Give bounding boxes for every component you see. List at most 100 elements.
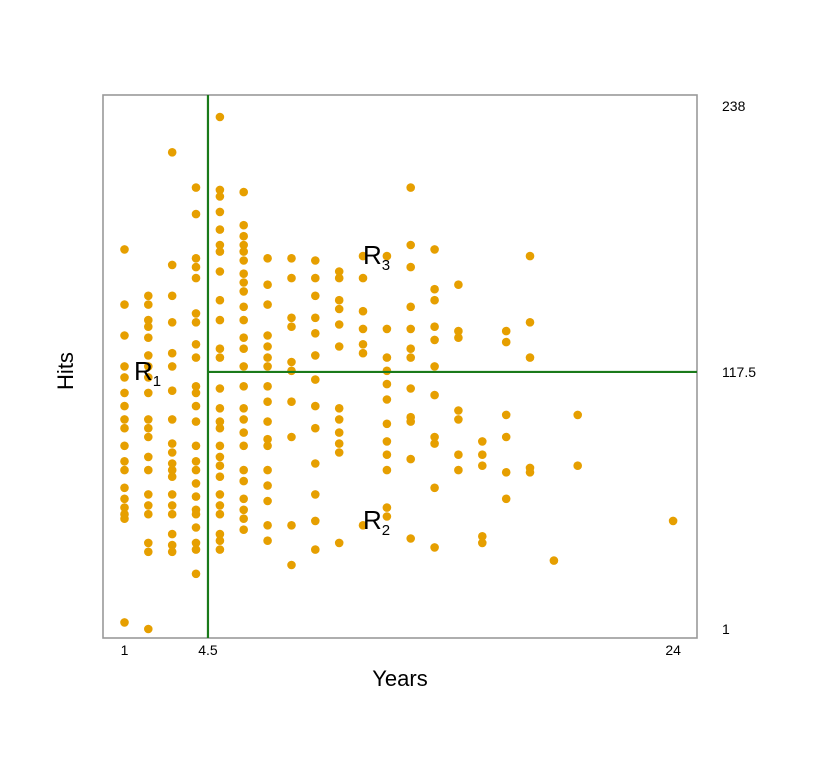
data-point bbox=[239, 333, 248, 343]
data-point bbox=[311, 273, 320, 283]
data-point bbox=[525, 318, 535, 327]
data-point bbox=[239, 256, 248, 265]
data-point bbox=[263, 253, 272, 263]
data-point bbox=[239, 362, 248, 371]
data-point bbox=[215, 207, 225, 217]
data-point bbox=[215, 452, 225, 462]
data-point bbox=[120, 483, 129, 493]
data-point bbox=[478, 450, 487, 460]
data-point bbox=[311, 351, 320, 360]
data-point bbox=[239, 240, 248, 250]
x-axis-title: Years bbox=[372, 666, 427, 691]
data-point bbox=[144, 291, 153, 301]
data-point bbox=[215, 536, 225, 545]
data-point bbox=[215, 545, 225, 554]
data-point bbox=[501, 468, 511, 477]
data-point bbox=[144, 465, 153, 475]
data-point bbox=[144, 423, 153, 433]
data-point bbox=[215, 267, 225, 276]
data-point bbox=[382, 366, 392, 376]
data-point bbox=[263, 536, 272, 545]
data-point bbox=[430, 543, 439, 552]
data-point bbox=[501, 432, 511, 442]
data-point bbox=[144, 300, 153, 309]
data-point bbox=[311, 291, 320, 301]
data-point bbox=[120, 441, 129, 451]
data-point bbox=[167, 439, 177, 448]
y-axis-title: Hits bbox=[53, 352, 78, 390]
data-point bbox=[263, 441, 272, 451]
data-point bbox=[215, 461, 225, 471]
data-point bbox=[191, 492, 201, 501]
data-point bbox=[167, 348, 177, 358]
data-point bbox=[191, 479, 201, 488]
data-point bbox=[501, 494, 511, 504]
x-tick-labels: 1 4.5 24 bbox=[121, 642, 682, 658]
data-point bbox=[311, 459, 320, 468]
right-tick-label: 117.5 bbox=[722, 364, 756, 380]
data-point bbox=[144, 315, 153, 325]
data-point bbox=[191, 569, 201, 579]
data-point bbox=[406, 534, 416, 543]
data-point bbox=[167, 465, 177, 475]
data-point bbox=[215, 423, 225, 433]
data-point bbox=[191, 273, 201, 283]
data-point bbox=[334, 538, 344, 548]
data-point bbox=[215, 247, 225, 256]
data-point bbox=[120, 514, 129, 523]
right-tick-labels: 238 117.5 1 bbox=[722, 98, 756, 637]
data-point bbox=[144, 501, 153, 510]
data-point bbox=[239, 247, 248, 256]
data-point bbox=[120, 618, 129, 627]
data-point bbox=[263, 382, 272, 391]
data-point bbox=[573, 410, 582, 420]
data-point bbox=[191, 441, 201, 451]
data-point bbox=[239, 428, 248, 437]
data-point bbox=[406, 417, 416, 426]
data-point bbox=[167, 318, 177, 327]
data-point bbox=[144, 509, 153, 519]
data-point bbox=[215, 404, 225, 413]
plot-frame bbox=[102, 94, 698, 639]
data-point bbox=[239, 315, 248, 325]
data-point bbox=[454, 406, 463, 415]
data-point bbox=[144, 547, 153, 557]
data-point bbox=[334, 439, 344, 448]
data-point bbox=[358, 251, 368, 261]
data-point bbox=[215, 472, 225, 482]
data-point bbox=[167, 540, 177, 550]
data-point bbox=[501, 410, 511, 420]
data-point bbox=[191, 545, 201, 554]
data-point bbox=[167, 490, 177, 499]
data-point bbox=[191, 457, 201, 466]
region-label-r2: R2 bbox=[363, 505, 390, 539]
data-point bbox=[215, 529, 225, 539]
region-label-r1: R1 bbox=[134, 356, 161, 390]
data-point bbox=[191, 340, 201, 349]
data-point bbox=[334, 304, 344, 314]
data-point bbox=[215, 384, 225, 393]
data-point bbox=[358, 324, 368, 334]
data-point bbox=[167, 501, 177, 510]
data-point bbox=[430, 483, 439, 493]
data-point bbox=[406, 384, 416, 393]
data-point bbox=[144, 333, 153, 343]
data-point bbox=[382, 324, 392, 334]
data-point bbox=[167, 459, 177, 468]
data-point bbox=[382, 465, 392, 475]
data-point bbox=[263, 280, 272, 290]
x-tick-label: 4.5 bbox=[198, 642, 218, 658]
data-point bbox=[382, 503, 392, 512]
data-point bbox=[311, 423, 320, 433]
data-point bbox=[239, 220, 248, 230]
data-point bbox=[263, 521, 272, 530]
region-label-r3: R3 bbox=[363, 240, 390, 274]
data-point bbox=[120, 457, 129, 466]
data-point bbox=[239, 269, 248, 279]
data-point bbox=[167, 509, 177, 519]
data-point bbox=[263, 353, 272, 362]
data-point bbox=[239, 514, 248, 523]
data-point bbox=[191, 509, 201, 519]
data-point bbox=[120, 331, 129, 340]
